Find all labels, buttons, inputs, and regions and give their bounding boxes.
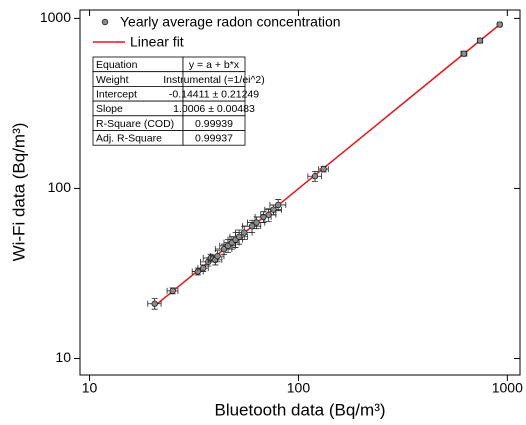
x-axis-label: Bluetooth data (Bq/m³) <box>214 400 385 419</box>
legend-marker <box>101 18 109 26</box>
point <box>200 264 207 272</box>
table-value: y = a + b*x <box>189 59 240 71</box>
point <box>235 233 243 240</box>
y-axis-label: Wi-Fi data (Bq/m³) <box>9 123 28 262</box>
y-tick-label: 1000 <box>40 9 71 25</box>
x-tick-label: 1000 <box>492 380 523 396</box>
table-key: Slope <box>96 103 123 115</box>
table-key: Intercept <box>96 89 137 101</box>
y-tick-label: 10 <box>55 349 71 365</box>
table-value: -0.14411 ± 0.21249 <box>169 89 259 101</box>
table-value: 0.99937 <box>195 133 233 145</box>
legend-label: Yearly average radon concentration <box>120 14 341 30</box>
table-cell <box>182 130 246 146</box>
y-tick-label: 100 <box>48 179 72 195</box>
plot-frame <box>79 9 521 376</box>
x-tick-label: 10 <box>82 380 98 396</box>
point <box>270 206 277 213</box>
point <box>241 229 248 236</box>
point <box>214 252 221 260</box>
table-value: 0.99939 <box>195 118 233 130</box>
legend-label: Linear fit <box>130 34 184 50</box>
table-value: 1.0006 ± 0.00483 <box>173 103 255 115</box>
table-key: Adj. R-Square <box>96 133 162 145</box>
point <box>496 21 503 28</box>
table-value: Instrumental (=1/ei^2) <box>163 74 265 86</box>
table-key: R-Square (COD) <box>96 118 174 130</box>
point <box>460 50 468 57</box>
table-key: Equation <box>96 59 138 71</box>
point <box>253 219 260 226</box>
point <box>169 287 176 295</box>
point <box>476 37 484 44</box>
point <box>151 300 158 307</box>
point <box>248 222 256 230</box>
x-tick-label: 100 <box>287 380 311 396</box>
point <box>311 173 319 180</box>
point <box>220 245 228 253</box>
point <box>320 165 327 173</box>
point <box>274 201 282 209</box>
table-key: Weight <box>96 74 129 86</box>
